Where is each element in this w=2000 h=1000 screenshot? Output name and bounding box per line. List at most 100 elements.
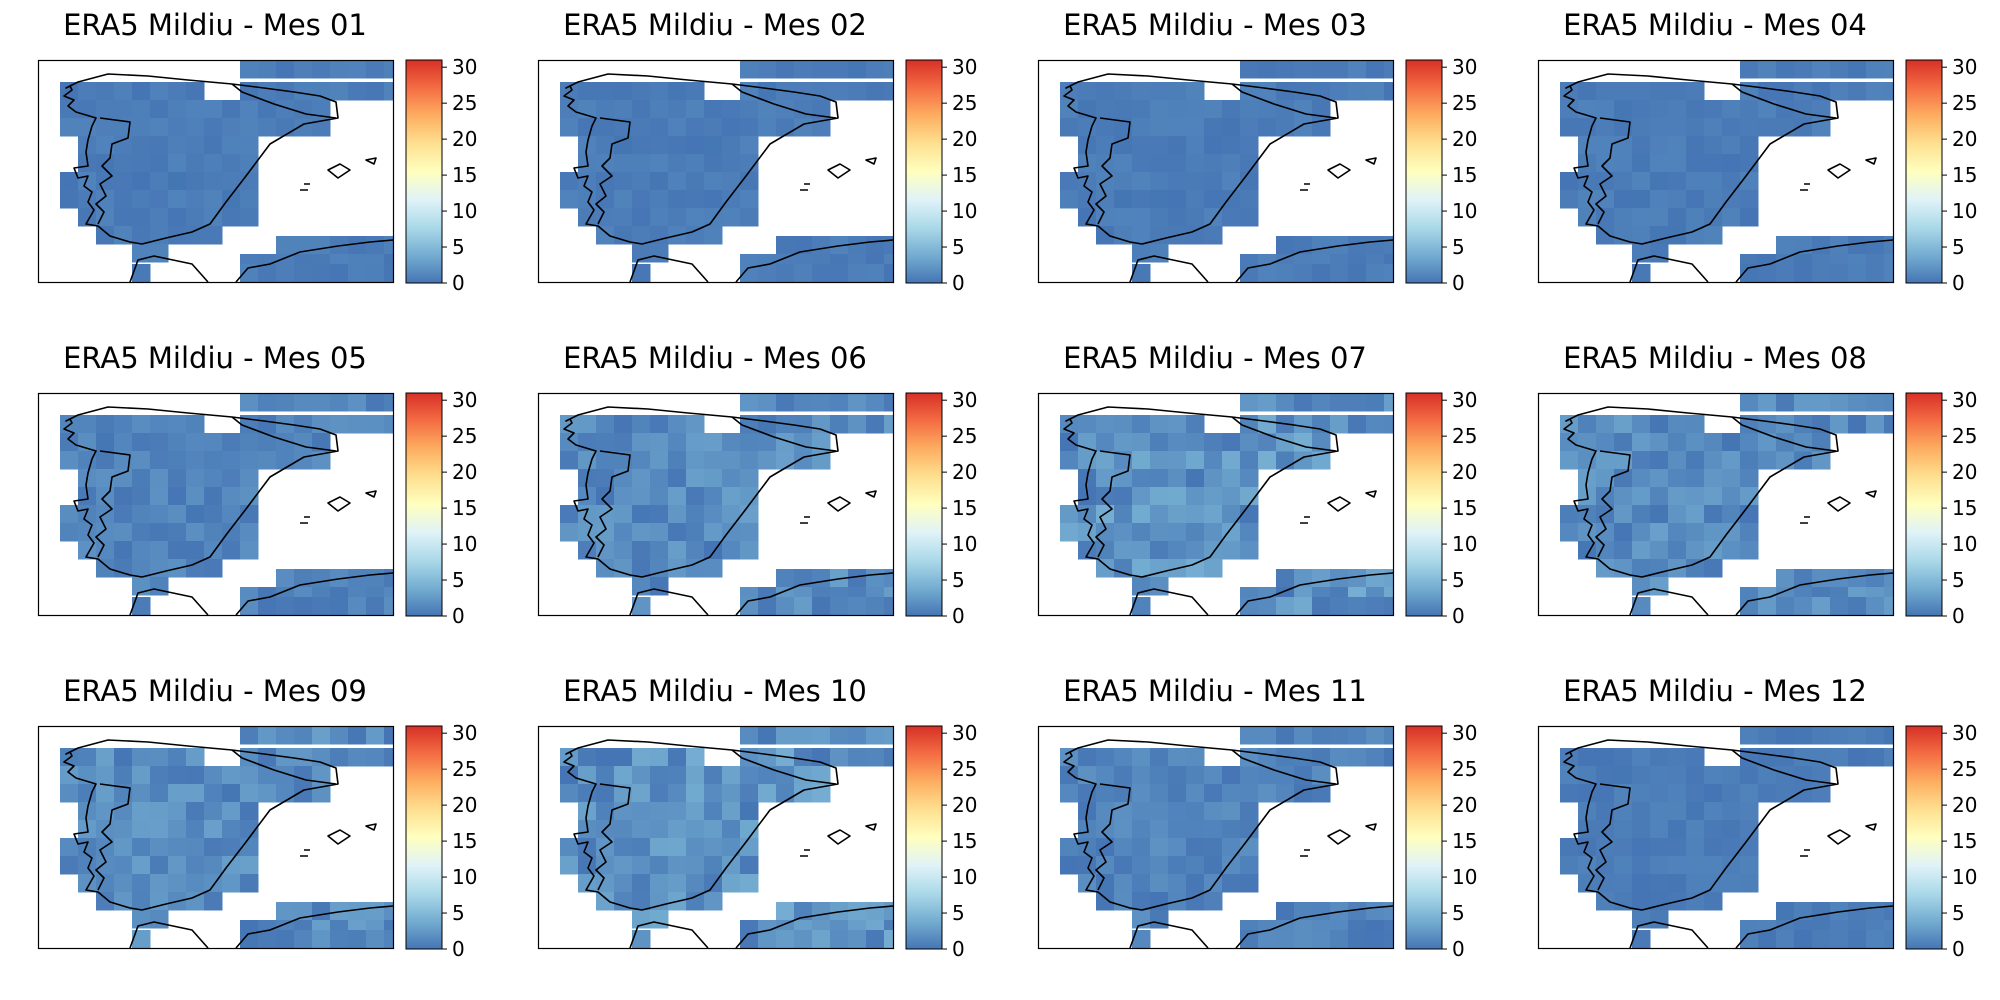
colorbar-tick-label: 0 bbox=[952, 937, 965, 961]
heat-cell bbox=[794, 433, 813, 452]
heat-cell bbox=[240, 541, 259, 560]
heat-cell bbox=[1186, 100, 1205, 119]
heat-cell bbox=[1294, 930, 1313, 949]
heat-cell bbox=[1186, 433, 1205, 452]
heat-cell bbox=[1312, 902, 1331, 921]
heat-cell bbox=[60, 190, 79, 209]
heat-cell bbox=[1132, 802, 1151, 821]
heat-cell bbox=[1776, 393, 1795, 412]
heat-cell bbox=[1722, 469, 1741, 488]
heat-cell bbox=[1240, 100, 1259, 119]
heat-cell bbox=[1168, 136, 1187, 155]
coastline-iberia bbox=[63, 73, 339, 245]
heat-cell bbox=[294, 415, 313, 434]
heat-cell bbox=[312, 902, 331, 921]
heat-cell bbox=[1650, 784, 1669, 803]
heat-cell bbox=[1114, 766, 1133, 785]
colorbar-tick-label: 10 bbox=[1452, 532, 1477, 556]
heat-cell bbox=[1366, 748, 1385, 767]
heat-cell bbox=[812, 766, 831, 785]
colorbar bbox=[405, 59, 443, 284]
heat-cell bbox=[650, 136, 669, 155]
heat-cell bbox=[1560, 433, 1579, 452]
map-frame bbox=[537, 725, 895, 950]
coastline-iberia bbox=[63, 406, 339, 578]
heat-cell bbox=[1240, 820, 1259, 839]
heat-cell bbox=[1096, 469, 1115, 488]
colorbar-tick-label: 25 bbox=[1952, 757, 1977, 781]
heat-cell bbox=[650, 802, 669, 821]
heat-cell bbox=[114, 118, 133, 137]
heat-cell bbox=[1312, 726, 1331, 745]
heat-cell bbox=[1312, 393, 1331, 412]
heat-cell bbox=[1560, 505, 1579, 524]
heat-cell bbox=[1294, 264, 1313, 283]
heat-cell bbox=[240, 820, 259, 839]
heat-cell bbox=[1150, 784, 1169, 803]
heat-cell bbox=[1240, 856, 1259, 875]
heat-cell bbox=[1132, 856, 1151, 875]
heat-cell bbox=[114, 469, 133, 488]
heat-cell bbox=[222, 190, 241, 209]
colorbar-tick-label: 0 bbox=[952, 604, 965, 628]
heat-cell bbox=[1312, 451, 1331, 470]
heat-cell bbox=[884, 254, 894, 273]
heat-cell bbox=[1686, 559, 1705, 578]
heat-cell bbox=[1150, 802, 1169, 821]
heat-cell bbox=[1866, 264, 1885, 283]
heat-cell bbox=[96, 82, 115, 101]
heat-cell bbox=[1686, 154, 1705, 173]
heat-cell bbox=[1186, 172, 1205, 191]
heat-cell bbox=[1650, 172, 1669, 191]
heat-cell bbox=[776, 451, 795, 470]
heat-cell bbox=[1096, 874, 1115, 893]
heat-cell bbox=[168, 748, 187, 767]
heat-cell bbox=[776, 597, 795, 616]
colorbar-tick-label: 5 bbox=[952, 235, 965, 259]
colorbar-tick-label: 25 bbox=[452, 424, 477, 448]
heat-cell bbox=[686, 208, 705, 227]
heat-cell bbox=[1668, 100, 1687, 119]
heat-cell bbox=[1794, 60, 1813, 79]
heat-cell bbox=[668, 433, 687, 452]
heat-cell bbox=[830, 930, 849, 949]
heat-cell bbox=[150, 118, 169, 137]
heat-cell bbox=[348, 393, 367, 412]
coastline-iberia bbox=[1563, 73, 1839, 245]
heat-cell bbox=[1240, 766, 1259, 785]
heat-cell bbox=[740, 597, 759, 616]
heat-cell bbox=[1614, 433, 1633, 452]
heat-cell bbox=[1722, 487, 1741, 506]
heat-cell bbox=[1758, 597, 1777, 616]
heat-cell bbox=[186, 154, 205, 173]
heat-cell bbox=[1240, 393, 1259, 412]
heat-cell bbox=[1132, 820, 1151, 839]
heat-cell bbox=[1632, 838, 1651, 857]
heat-cell bbox=[1650, 208, 1669, 227]
heat-cell bbox=[1812, 393, 1831, 412]
heat-cell bbox=[1722, 784, 1741, 803]
heat-cell bbox=[596, 802, 615, 821]
heat-cell bbox=[1096, 802, 1115, 821]
map-frame bbox=[37, 59, 395, 284]
heat-cell bbox=[1596, 784, 1615, 803]
heat-cell bbox=[758, 433, 777, 452]
heat-cell bbox=[168, 856, 187, 875]
heat-cells bbox=[560, 393, 894, 616]
heat-cell bbox=[722, 766, 741, 785]
heat-cell bbox=[722, 100, 741, 119]
island-mallorca bbox=[1327, 496, 1351, 512]
heat-cell bbox=[668, 136, 687, 155]
heat-cell bbox=[1650, 190, 1669, 209]
heat-cell bbox=[812, 433, 831, 452]
heat-cell bbox=[96, 433, 115, 452]
island-ibiza bbox=[300, 183, 310, 191]
panel-title: ERA5 Mildiu - Mes 12 bbox=[1563, 674, 1867, 708]
heat-cell bbox=[758, 60, 777, 79]
heat-cell bbox=[258, 748, 277, 767]
heat-cell bbox=[384, 82, 394, 101]
heat-cells bbox=[60, 60, 394, 283]
heat-cell bbox=[794, 264, 813, 283]
